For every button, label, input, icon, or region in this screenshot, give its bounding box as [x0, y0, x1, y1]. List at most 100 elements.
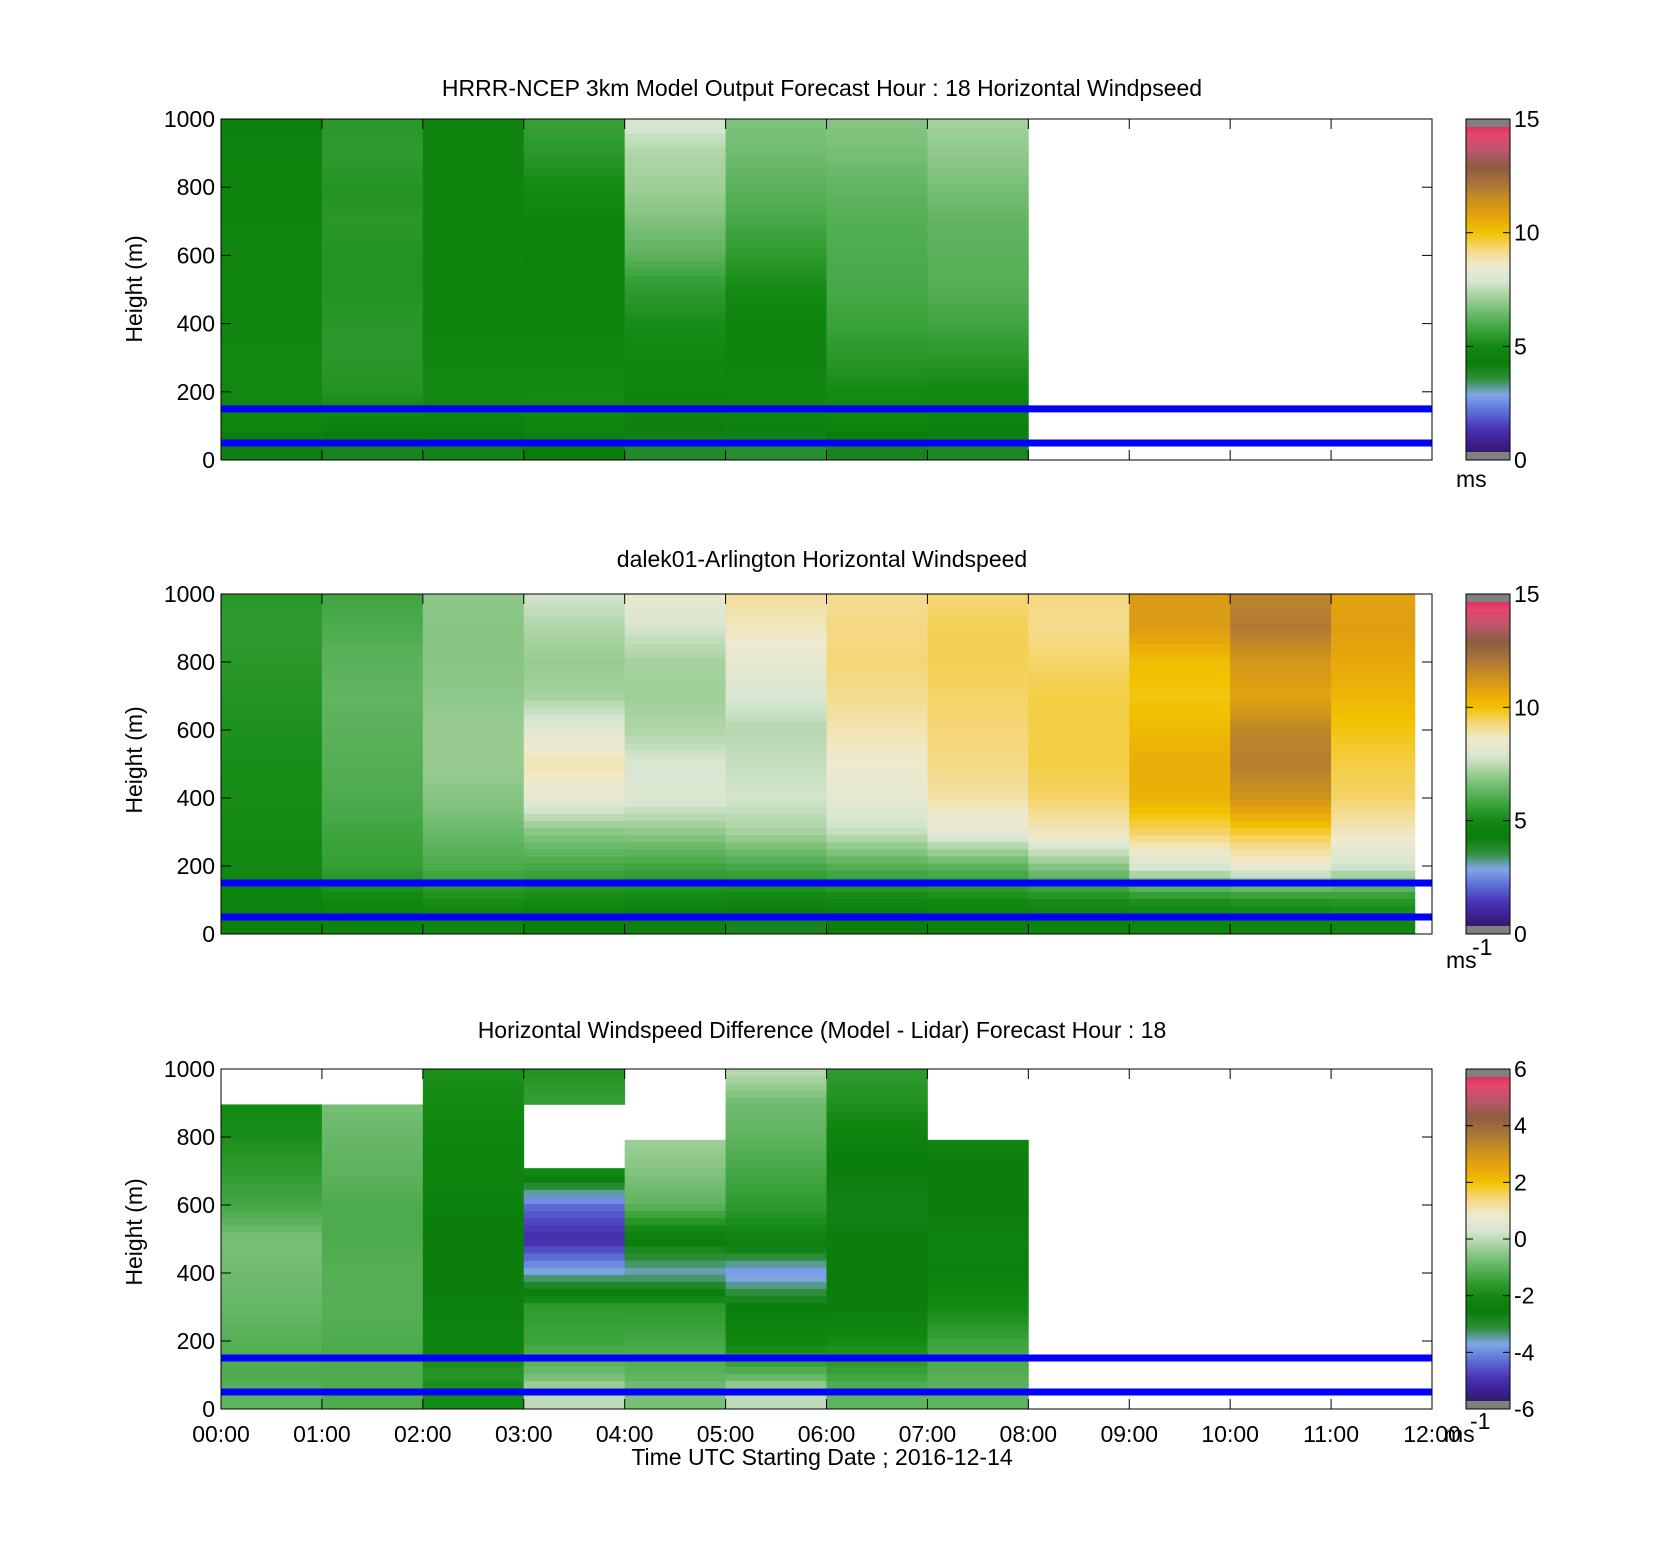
heatmap-cell — [221, 204, 323, 212]
heatmap-cell — [927, 168, 1029, 177]
heatmap-cell — [826, 261, 928, 269]
heatmap-cell — [1028, 714, 1130, 722]
heatmap-cell — [624, 1309, 726, 1318]
heatmap-cell — [321, 1168, 424, 1176]
heatmap-cell — [826, 1090, 928, 1098]
heatmap-cell — [321, 1316, 424, 1325]
heatmap-cell — [1028, 735, 1130, 744]
heatmap-cell — [1129, 834, 1231, 843]
heatmap-cell — [624, 424, 726, 432]
heatmap-cell — [927, 182, 1029, 191]
heatmap-cell — [927, 679, 1029, 687]
heatmap-cell — [725, 147, 827, 155]
heatmap-cell — [221, 679, 323, 687]
heatmap-cell — [927, 289, 1029, 297]
heatmap-cell — [221, 218, 323, 226]
heatmap-cell — [927, 190, 1029, 198]
y-tick-label: 1000 — [164, 581, 215, 607]
heatmap-cell — [422, 771, 525, 779]
heatmap-cell — [725, 1090, 827, 1098]
heatmap-cell — [221, 650, 323, 659]
heatmap-cell — [422, 1231, 525, 1240]
heatmap-cell — [523, 841, 626, 850]
heatmap-cell — [927, 771, 1029, 779]
heatmap-cell — [826, 615, 928, 623]
heatmap-cell — [422, 268, 525, 276]
heatmap-cell — [624, 827, 726, 836]
heatmap-cell — [624, 431, 726, 440]
heatmap-cell — [927, 834, 1029, 843]
heatmap-cell — [523, 1210, 626, 1219]
heatmap-cell — [422, 849, 525, 857]
heatmap-cell — [422, 147, 525, 155]
heatmap-cell — [1331, 799, 1416, 807]
heatmap-cell — [725, 154, 827, 163]
heatmap-cell — [321, 119, 424, 127]
heatmap-cell — [422, 431, 525, 440]
heatmap-cell — [523, 168, 626, 177]
heatmap-cell — [725, 1267, 827, 1275]
heatmap-cell — [725, 679, 827, 687]
heatmap-cell — [624, 154, 726, 163]
heatmap-cell — [624, 119, 726, 127]
heatmap-cell — [826, 1161, 928, 1169]
heatmap-cell — [1230, 601, 1332, 609]
heatmap-cell — [624, 388, 726, 397]
heatmap-cell — [221, 622, 323, 630]
heatmap-cell — [927, 643, 1029, 652]
heatmap-cell — [523, 1274, 626, 1282]
heatmap-cell — [321, 891, 424, 899]
heatmap-cell — [523, 1175, 626, 1183]
heatmap-cell — [1129, 622, 1231, 630]
heatmap-cell — [523, 728, 626, 737]
heatmap-cell — [927, 161, 1029, 170]
heatmap-cell — [725, 1231, 827, 1240]
heatmap-cell — [826, 771, 928, 779]
heatmap-cell — [826, 346, 928, 354]
heatmap-cell — [321, 799, 424, 807]
heatmap-cell — [1331, 735, 1416, 744]
x-tick-label: 03:00 — [495, 1421, 553, 1447]
heatmap-cell — [725, 1168, 827, 1176]
heatmap-cell — [321, 374, 424, 383]
heatmap-cell — [523, 1253, 626, 1261]
heatmap-cell — [624, 792, 726, 800]
heatmap-cell — [1331, 778, 1416, 786]
colorbar-unit-label: ms — [1446, 947, 1477, 973]
heatmap-cell — [321, 650, 424, 659]
heatmap-cell — [422, 1224, 525, 1233]
heatmap-cell — [1028, 820, 1130, 829]
heatmap-cell — [422, 140, 525, 148]
heatmap-cell — [321, 140, 424, 148]
heatmap-cell — [725, 799, 827, 807]
heatmap-cell — [624, 303, 726, 312]
heatmap-cell — [1230, 792, 1332, 800]
heatmap-cell — [321, 1196, 424, 1204]
heatmap-cell — [221, 253, 323, 262]
heatmap-cell — [1028, 650, 1130, 659]
heatmap-cell — [523, 820, 626, 829]
heatmap-cell — [321, 806, 424, 814]
heatmap-cell — [725, 275, 827, 283]
heatmap-cell — [1028, 749, 1130, 758]
heatmap-cell — [927, 119, 1029, 127]
heatmap-cell — [1230, 700, 1332, 708]
heatmap-cell — [1028, 643, 1130, 652]
heatmap-cell — [624, 1359, 726, 1367]
heatmap-cell — [422, 650, 525, 659]
heatmap-cell — [1230, 643, 1332, 652]
heatmap-cell — [927, 1146, 1029, 1155]
heatmap-cell — [1230, 771, 1332, 779]
heatmap-cell — [927, 1253, 1029, 1261]
heatmap-cell — [927, 1210, 1029, 1219]
heatmap-cell — [422, 1253, 525, 1261]
heatmap-cell — [725, 452, 827, 461]
heatmap-cell — [321, 1253, 424, 1261]
heatmap-cell — [927, 374, 1029, 383]
heatmap-cell — [422, 1210, 525, 1219]
heatmap-cell — [221, 700, 323, 708]
heatmap-cell — [624, 1217, 726, 1226]
heatmap-cell — [927, 1401, 1029, 1410]
heatmap-cell — [321, 1345, 424, 1353]
heatmap-cell — [624, 218, 726, 226]
